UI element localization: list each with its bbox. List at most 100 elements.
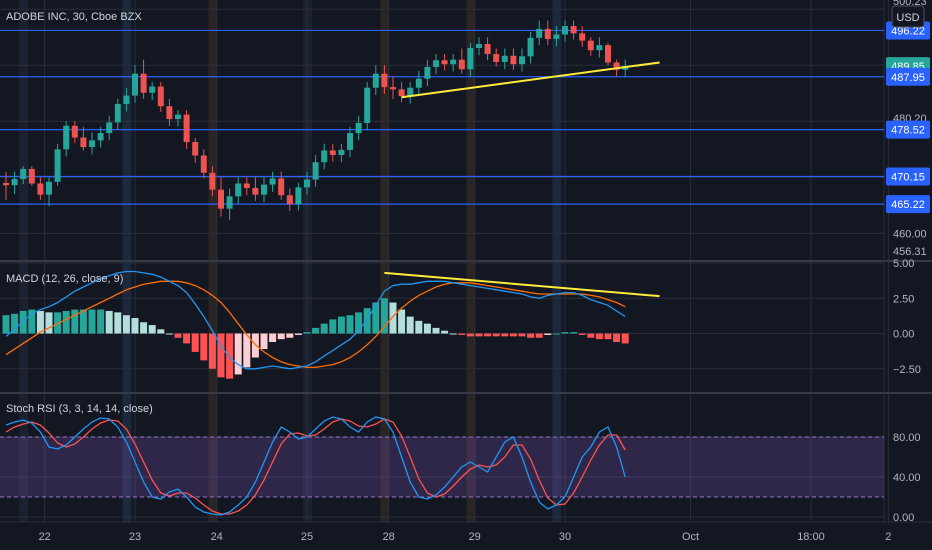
candle-body[interactable] — [501, 55, 508, 62]
candle-body[interactable] — [493, 54, 500, 62]
candle-body[interactable] — [37, 183, 44, 195]
candle-body[interactable] — [252, 187, 259, 195]
candle-body[interactable] — [484, 44, 491, 55]
candle-body[interactable] — [11, 179, 18, 186]
candle-body[interactable] — [261, 184, 267, 195]
time-axis-label: 2 — [885, 531, 891, 543]
candle-body[interactable] — [97, 133, 104, 141]
price-pane[interactable] — [0, 20, 884, 220]
candle-body[interactable] — [441, 60, 448, 65]
candle-body[interactable] — [570, 26, 577, 34]
candle-body[interactable] — [54, 149, 61, 182]
candle-body[interactable] — [278, 178, 285, 196]
candle-body[interactable] — [338, 149, 345, 155]
candle-body[interactable] — [527, 37, 534, 57]
candle-body[interactable] — [192, 142, 199, 156]
macd-histogram-bar — [200, 333, 208, 361]
candle-body[interactable] — [269, 178, 276, 185]
candle-body[interactable] — [80, 137, 87, 148]
macd-histogram-bar — [449, 333, 457, 335]
candle-body[interactable] — [132, 73, 138, 96]
candle-body[interactable] — [157, 86, 164, 107]
candle-body[interactable] — [605, 45, 611, 63]
price-tag[interactable] — [886, 195, 930, 214]
candle-body[interactable] — [183, 114, 190, 143]
macd-pane[interactable] — [2, 270, 660, 379]
price-tag[interactable] — [886, 167, 930, 186]
candle-body[interactable] — [381, 73, 388, 88]
candle-body[interactable] — [519, 56, 525, 65]
candle-body[interactable] — [355, 122, 362, 134]
macd-histogram-bar — [363, 308, 371, 334]
candle-body[interactable] — [415, 78, 422, 88]
candle-body[interactable] — [295, 187, 302, 205]
macd-histogram-bar — [509, 333, 517, 337]
candle-body[interactable] — [510, 55, 517, 65]
macd-histogram-bar — [501, 333, 509, 337]
candle-body[interactable] — [20, 168, 27, 180]
price-tag[interactable] — [886, 120, 930, 139]
macd-histogram-bar — [535, 333, 543, 338]
candle-body[interactable] — [304, 179, 310, 188]
candle-body[interactable] — [226, 196, 233, 209]
candle-body[interactable] — [28, 168, 35, 184]
candle-body[interactable] — [467, 47, 474, 70]
candle-body[interactable] — [544, 28, 551, 39]
macd-histogram-bar — [243, 333, 251, 368]
candle-body[interactable] — [458, 59, 465, 70]
candle-body[interactable] — [106, 122, 113, 134]
candle-body[interactable] — [3, 182, 9, 186]
candle-body[interactable] — [235, 183, 242, 197]
candle-body[interactable] — [71, 125, 78, 138]
candle-body[interactable] — [407, 87, 414, 97]
candle-body[interactable] — [450, 59, 457, 65]
candle-body[interactable] — [364, 87, 371, 123]
candle-body[interactable] — [89, 140, 95, 148]
candle-body[interactable] — [398, 89, 405, 97]
candle-body[interactable] — [321, 150, 328, 163]
price-trendline[interactable] — [401, 61, 660, 99]
currency-button[interactable]: USD — [891, 5, 925, 28]
candle-body[interactable] — [140, 73, 147, 93]
candle-body[interactable] — [175, 114, 181, 120]
macd-histogram-bar — [389, 302, 397, 334]
macd-histogram-bar — [544, 333, 552, 335]
stoch-rsi-pane[interactable] — [0, 416, 884, 516]
time-axis[interactable]: 22 23 24 25 28 29 30 Oct 18:00 2 — [39, 531, 892, 543]
candle-body[interactable] — [166, 106, 173, 120]
candle-body[interactable] — [329, 150, 336, 155]
candle-body[interactable] — [579, 33, 586, 41]
candle-body[interactable] — [372, 73, 379, 88]
candle-body[interactable] — [209, 172, 216, 190]
price-axis[interactable]: 500.23480.20456.31460.00496.22489.85487.… — [886, 0, 930, 524]
candle-body[interactable] — [63, 125, 70, 150]
candle-body[interactable] — [613, 62, 620, 70]
candle-body[interactable] — [553, 34, 560, 39]
candle-body[interactable] — [200, 155, 207, 173]
candle-body[interactable] — [123, 95, 130, 104]
candle-body[interactable] — [243, 183, 250, 188]
candle-body[interactable] — [347, 133, 353, 150]
price-axis-label: 460.00 — [893, 228, 927, 240]
price-tag[interactable] — [886, 67, 930, 86]
candle-body[interactable] — [476, 44, 482, 48]
candle-body[interactable] — [114, 103, 121, 123]
candle-body[interactable] — [149, 86, 156, 93]
candle-body[interactable] — [286, 195, 293, 205]
price-tag-label: 478.52 — [891, 125, 925, 137]
macd-histogram-bar — [518, 333, 526, 337]
candle-body[interactable] — [536, 28, 543, 38]
candle-body[interactable] — [46, 181, 52, 195]
candle-body[interactable] — [390, 87, 396, 90]
candle-body[interactable] — [562, 26, 568, 35]
macd-axis-label: 2.50 — [893, 293, 914, 305]
candle-body[interactable] — [596, 45, 603, 51]
candle-body[interactable] — [587, 40, 594, 51]
macd-histogram-bar — [97, 309, 105, 334]
candle-body[interactable] — [312, 162, 319, 180]
candle-body[interactable] — [433, 60, 439, 67]
candle-body[interactable] — [424, 66, 431, 79]
candle-body[interactable] — [218, 189, 224, 209]
macd-trendline[interactable] — [384, 271, 660, 298]
